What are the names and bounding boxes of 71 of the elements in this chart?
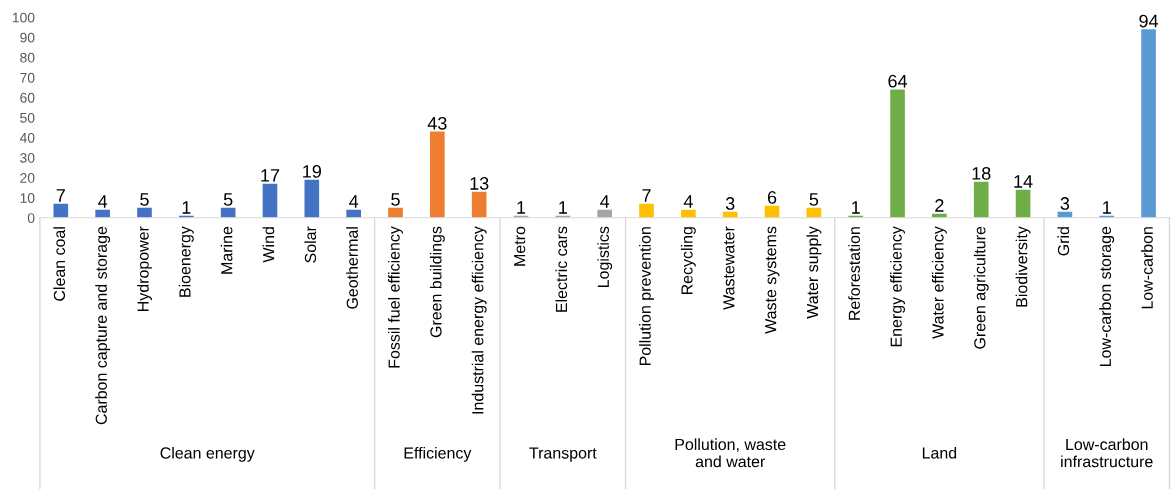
- x-tick-label: Wind: [262, 227, 275, 263]
- x-tick-label: Geothermal: [346, 227, 358, 309]
- x-tick-label: Water supply: [806, 226, 822, 319]
- y-tick-label: 10: [20, 193, 35, 203]
- data-label: 1: [559, 201, 567, 214]
- x-tick-label: Metro: [514, 226, 526, 266]
- data-label: 1: [1103, 201, 1111, 214]
- x-tick-label: Recycling: [680, 227, 696, 295]
- data-label: 2: [935, 199, 944, 212]
- y-tick-label: 90: [20, 32, 35, 43]
- data-label: 64: [888, 74, 908, 88]
- x-tick-label: Water efficiency: [931, 226, 947, 339]
- data-label: 4: [349, 195, 359, 208]
- x-tick-label: Industrial energy efficiency: [471, 226, 487, 414]
- data-label: 3: [725, 197, 735, 210]
- data-label: 5: [391, 193, 400, 206]
- x-tick-label: Logistics: [597, 226, 613, 287]
- x-tick-label: Solar: [304, 226, 317, 263]
- x-tick-label: Biodiversity: [1015, 226, 1031, 307]
- data-label: 43: [427, 116, 447, 130]
- x-tick-label: Hydropower: [137, 226, 152, 311]
- data-label: 1: [517, 201, 526, 214]
- data-label: 4: [600, 195, 610, 208]
- data-label: 6: [767, 191, 777, 204]
- data-label: 7: [642, 189, 651, 202]
- x-tick-label: Grid: [1057, 227, 1070, 256]
- x-tick-label: Low-carbon storage: [1099, 226, 1115, 366]
- data-label: 94: [1139, 14, 1159, 28]
- x-tick-label: Bioenergy: [178, 226, 194, 297]
- y-tick-label: 70: [20, 72, 35, 83]
- text: Clean energy: [160, 446, 255, 462]
- x-tick-label: Electric cars: [555, 226, 568, 312]
- x-tick-label: Wastewater: [723, 226, 735, 310]
- data-label: 17: [261, 169, 280, 182]
- x-tick-label: Fossil fuel efficiency: [388, 226, 403, 368]
- data-label: 13: [470, 177, 489, 190]
- data-label: 19: [303, 164, 322, 178]
- y-tick-label: 50: [20, 112, 35, 123]
- x-tick-label: Green buildings: [429, 226, 445, 338]
- x-tick-label: Carbon capture and storage: [95, 226, 111, 425]
- x-tick-label: Marine: [220, 226, 233, 274]
- x-tick-label: Reforestation: [848, 227, 860, 320]
- x-tick-label: Waste systems: [765, 226, 780, 334]
- data-label: 4: [683, 195, 693, 208]
- data-label: 7: [56, 189, 65, 202]
- x-tick-label: Clean coal: [53, 227, 66, 301]
- x-tick-label: Energy efficiency: [890, 226, 905, 347]
- text: Pollution, waste and water: [675, 438, 786, 468]
- data-label: 1: [182, 201, 191, 214]
- data-label: 14: [1014, 175, 1033, 188]
- text: Transport: [529, 447, 597, 462]
- data-label: 4: [98, 195, 108, 208]
- y-tick-label: 20: [20, 173, 35, 183]
- data-label: 18: [972, 167, 991, 180]
- y-tick-label: 80: [20, 52, 35, 63]
- text: Efficiency: [404, 446, 472, 462]
- data-label: 3: [1060, 197, 1070, 210]
- x-tick-label: Green agriculture: [973, 226, 989, 349]
- data-label: 5: [809, 193, 819, 206]
- data-label: 5: [140, 193, 149, 206]
- data-label: 5: [223, 193, 233, 206]
- y-tick-label: 30: [20, 152, 35, 163]
- y-tick-label: 40: [19, 132, 35, 143]
- y-tick-label: 0: [27, 213, 35, 223]
- x-tick-label: Low-carbon: [1141, 227, 1153, 309]
- y-tick-label: 100: [12, 12, 35, 23]
- x-tick-label: Pollution prevention: [639, 227, 654, 366]
- data-label: 1: [852, 201, 860, 214]
- text: Land: [922, 446, 957, 459]
- y-tick-label: 60: [20, 92, 35, 103]
- text: Low-carbon infrastructure: [1061, 438, 1153, 468]
